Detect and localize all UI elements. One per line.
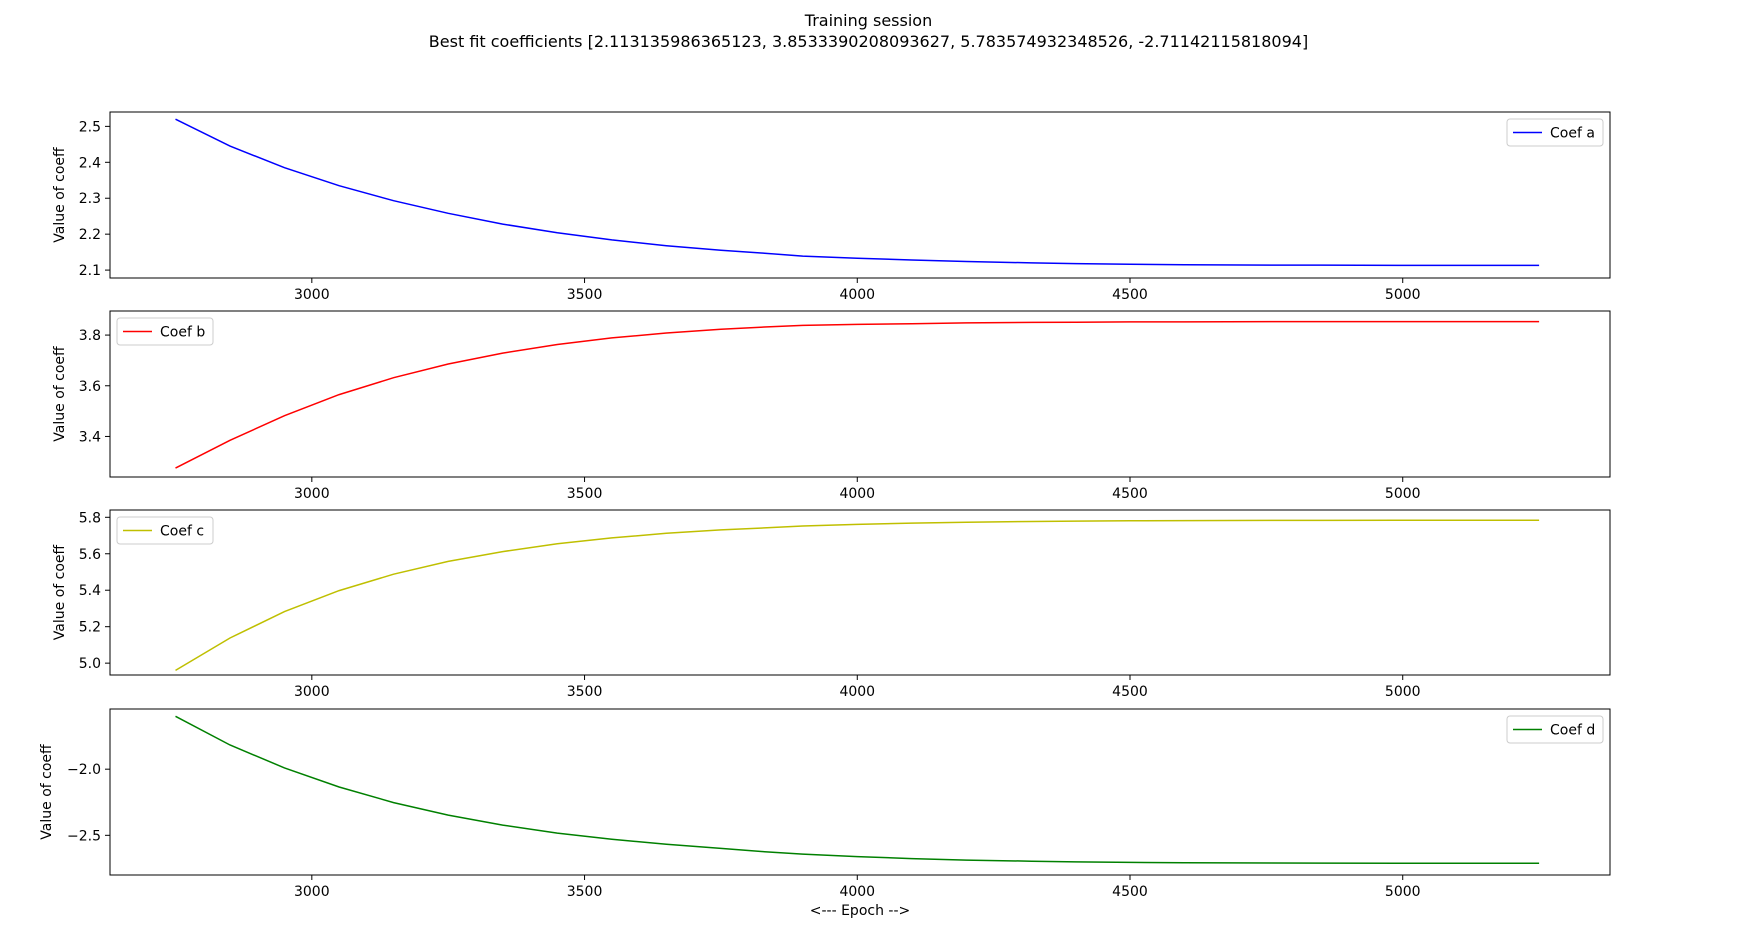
y-tick-label: 3.4 — [79, 429, 101, 445]
series-line-coef-c — [175, 519, 1540, 672]
subplot-3: 3000 3500 4000 4500 5000 5.0 5.2 5.4 5.6 5.8 Value… — [52, 509, 1611, 700]
subplot-1: 3000 3500 4000 4500 5000 2.1 2.2 2.3 2.4 2.5 Value… — [52, 111, 1611, 303]
legend: Coef c — [116, 516, 214, 545]
x-tick-label: 5000 — [1385, 884, 1421, 900]
subplot-2: 3000 3500 4000 4500 5000 3.4 3.6 3.8 Value of co… — [52, 310, 1611, 502]
y-tick-label: 2.3 — [79, 191, 101, 207]
x-tick-label: 5000 — [1385, 684, 1421, 700]
x-tick-label: 3500 — [567, 684, 603, 700]
x-tick-label: 3000 — [294, 684, 330, 700]
legend: Coef b — [116, 317, 214, 346]
y-axis-label: Value of coeff — [52, 147, 68, 243]
legend-label: Coef b — [160, 325, 205, 341]
x-tick-label: 4500 — [1112, 486, 1148, 502]
y-tick-label: 3.6 — [79, 379, 101, 395]
y-tick-label: 3.8 — [79, 328, 101, 344]
x-tick-label: 4500 — [1112, 884, 1148, 900]
y-tick-label: 5.2 — [79, 620, 101, 636]
legend-label: Coef a — [1550, 126, 1595, 142]
y-tick-label: 5.8 — [79, 510, 101, 526]
legend-label: Coef c — [160, 524, 204, 540]
y-tick-label: 5.4 — [79, 583, 101, 599]
legend-box — [116, 516, 214, 545]
legend-box — [1506, 715, 1604, 744]
axes-frame — [109, 310, 1611, 478]
x-tick-label: 4500 — [1112, 287, 1148, 303]
y-tick-label: 5.0 — [79, 656, 101, 672]
axes-frame — [109, 111, 1611, 279]
x-tick-label: 3000 — [294, 486, 330, 502]
legend: Coef a — [1506, 118, 1604, 147]
chart-title: Training session — [804, 11, 933, 30]
legend: Coef d — [1506, 715, 1604, 744]
x-tick-label: 4500 — [1112, 684, 1148, 700]
x-tick-label: 3500 — [567, 287, 603, 303]
x-axis-label: <--- Epoch --> — [810, 903, 911, 919]
y-axis-label: Value of coeff — [52, 346, 68, 442]
y-tick-label: 2.1 — [79, 263, 101, 279]
axes-frame — [109, 708, 1611, 876]
x-tick-label: 3000 — [294, 287, 330, 303]
axes-frame — [109, 509, 1611, 676]
x-tick-label: 5000 — [1385, 486, 1421, 502]
x-tick-label: 4000 — [839, 486, 875, 502]
subplot-4: 3000 3500 4000 4500 5000 −2.5 −2.0 Value of coe… — [39, 708, 1611, 919]
y-tick-label: −2.5 — [67, 828, 101, 844]
y-axis-label: Value of coeff — [52, 544, 68, 640]
y-tick-label: 2.4 — [79, 155, 101, 171]
x-tick-label: 4000 — [839, 684, 875, 700]
y-tick-label: −2.0 — [67, 762, 101, 778]
series-line-coef-d — [175, 715, 1540, 864]
y-axis-label: Value of coeff — [39, 744, 55, 840]
y-tick-label: 5.6 — [79, 547, 101, 563]
x-tick-label: 4000 — [839, 884, 875, 900]
x-tick-label: 3500 — [567, 486, 603, 502]
chart-subtitle: Best fit coefficients [2.113135986365123… — [428, 32, 1309, 51]
y-tick-label: 2.5 — [79, 119, 101, 135]
legend-box — [116, 317, 214, 346]
x-tick-label: 5000 — [1385, 287, 1421, 303]
legend-label: Coef d — [1550, 723, 1595, 739]
y-tick-label: 2.2 — [79, 227, 101, 243]
x-tick-label: 3000 — [294, 884, 330, 900]
series-line-coef-a — [175, 118, 1540, 267]
series-line-coef-b — [175, 320, 1540, 469]
x-tick-label: 3500 — [567, 884, 603, 900]
legend-box — [1506, 118, 1604, 147]
x-tick-label: 4000 — [839, 287, 875, 303]
